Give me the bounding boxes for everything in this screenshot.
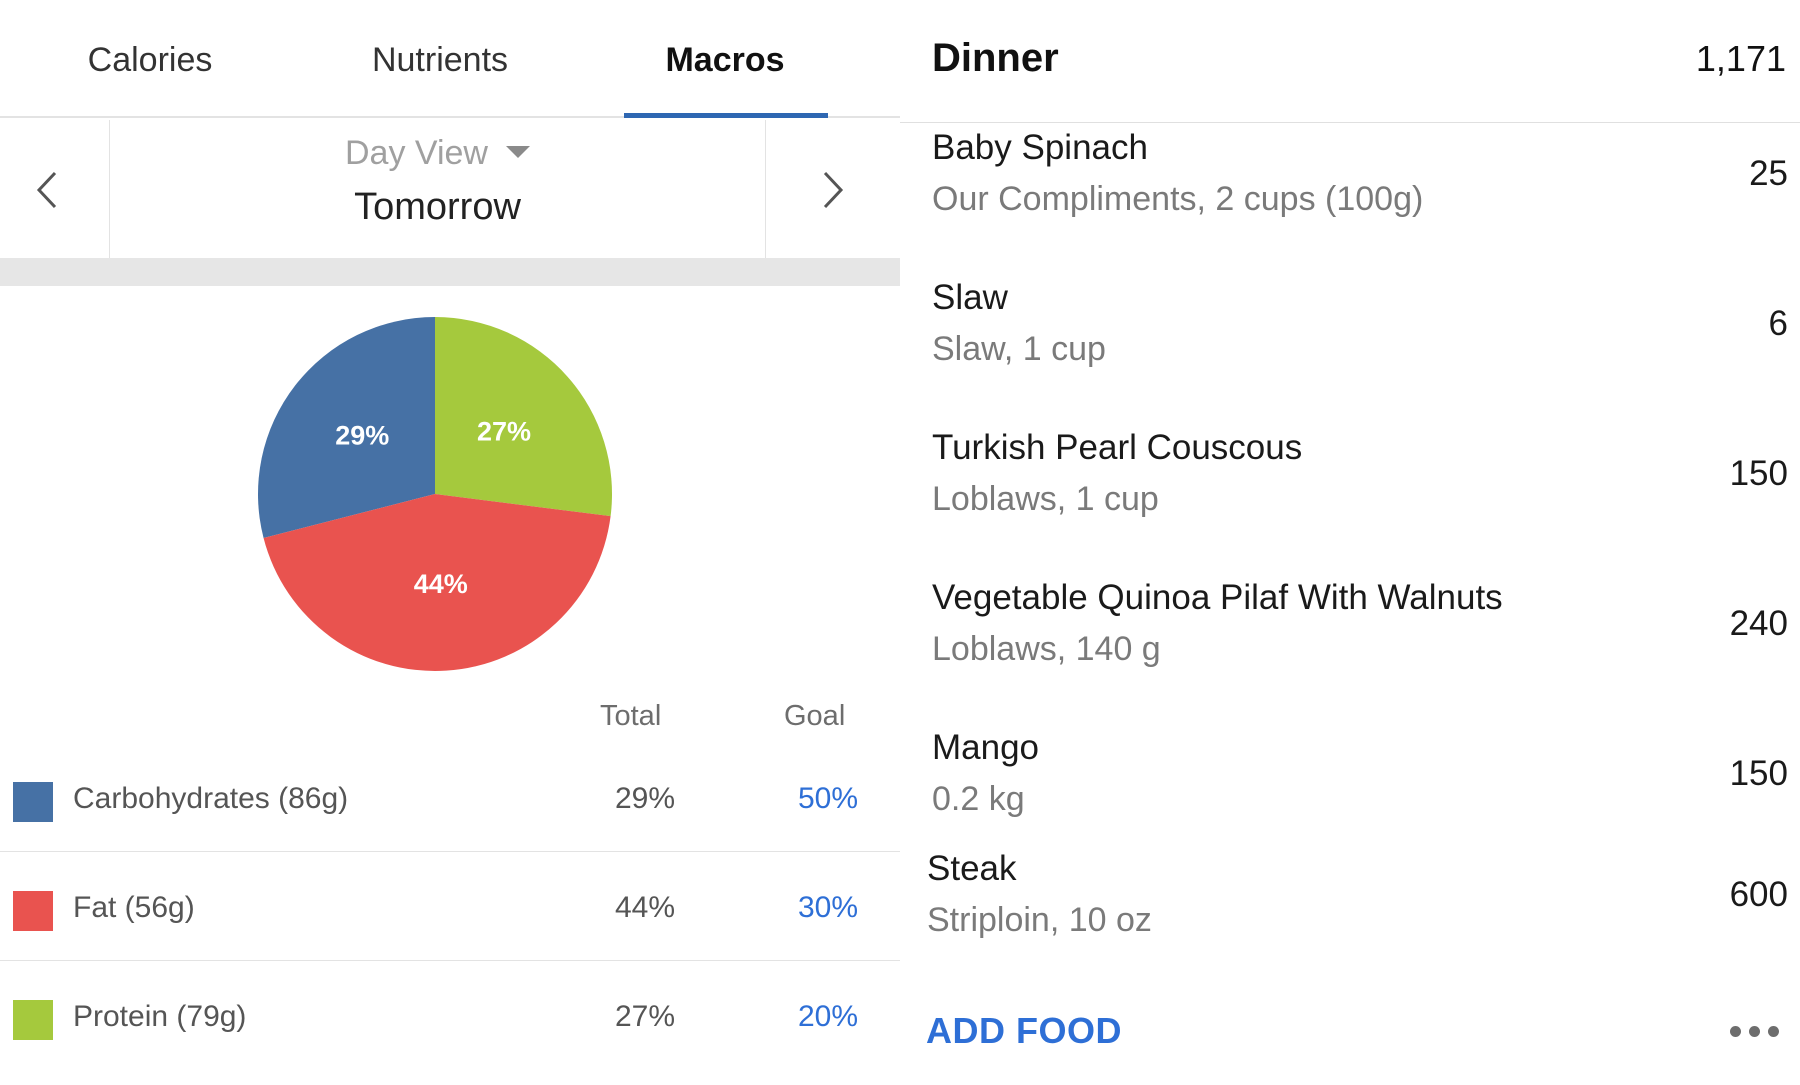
macro-row-fat: Fat (56g) 44% 30%	[0, 853, 900, 961]
macro-goal[interactable]: 30%	[798, 891, 859, 924]
total-column-header: Total	[600, 700, 662, 732]
fat-swatch	[13, 891, 53, 931]
food-calories: 6	[1768, 304, 1788, 343]
macro-row-protein: Protein (79g) 27% 20%	[0, 962, 900, 1070]
meal-header: Dinner 1,171	[900, 0, 1800, 123]
day-selector-center: Day View Tomorrow	[111, 120, 764, 258]
food-name: Vegetable Quinoa Pilaf With Walnuts	[932, 578, 1503, 617]
pie-label-fat: 44%	[414, 569, 468, 599]
food-item[interactable]: Turkish Pearl Couscous Loblaws, 1 cup 15…	[900, 428, 1800, 578]
tab-macros[interactable]: Macros	[665, 41, 785, 79]
pie-slice-protein	[435, 317, 612, 517]
macro-name: Protein (79g)	[73, 1000, 247, 1033]
food-calories: 25	[1749, 154, 1788, 193]
previous-day-button[interactable]	[0, 120, 110, 258]
macro-goal[interactable]: 20%	[798, 1000, 859, 1033]
pie-slice-carbohydrates	[258, 317, 435, 539]
macro-total: 44%	[615, 891, 676, 924]
chevron-left-icon	[36, 171, 57, 209]
next-day-button[interactable]	[765, 120, 900, 258]
food-item[interactable]: Mango 0.2 kg 150	[900, 728, 1800, 878]
macros-panel: Calories Nutrients Macros Day View Tomor…	[0, 0, 900, 1070]
pie-label-protein: 27%	[477, 416, 531, 446]
active-tab-indicator	[624, 113, 828, 118]
food-name: Baby Spinach	[932, 128, 1148, 167]
food-name: Steak	[927, 849, 1017, 888]
day-view-label: Day View	[345, 134, 488, 172]
selected-date: Tomorrow	[354, 186, 521, 228]
food-calories: 240	[1729, 604, 1788, 643]
meal-total-calories: 1,171	[1695, 38, 1786, 79]
protein-swatch	[13, 1000, 53, 1040]
section-divider	[0, 258, 900, 286]
food-description: Loblaws, 1 cup	[932, 480, 1159, 518]
macro-goal[interactable]: 50%	[798, 782, 859, 815]
food-item[interactable]: Vegetable Quinoa Pilaf With Walnuts Lobl…	[900, 578, 1800, 728]
food-description: Striploin, 10 oz	[927, 901, 1152, 939]
macro-name: Carbohydrates (86g)	[73, 782, 349, 815]
meal-panel: Dinner 1,171 Baby Spinach Our Compliment…	[900, 0, 1800, 1085]
food-item[interactable]: Baby Spinach Our Compliments, 2 cups (10…	[900, 128, 1800, 278]
food-name: Turkish Pearl Couscous	[932, 428, 1303, 467]
pie-label-carbohydrates: 29%	[335, 421, 389, 451]
pie-slice-fat	[263, 494, 611, 671]
food-calories: 150	[1729, 454, 1788, 493]
food-item[interactable]: Steak Striploin, 10 oz 600	[895, 849, 1795, 999]
macros-pie-chart: 29% 27% 44%	[258, 317, 612, 671]
food-item[interactable]: Slaw Slaw, 1 cup 6	[900, 278, 1800, 428]
macro-name: Fat (56g)	[73, 891, 195, 924]
macro-total: 29%	[615, 782, 676, 815]
macro-row-carbohydrates: Carbohydrates (86g) 29% 50%	[0, 744, 900, 852]
tab-calories[interactable]: Calories	[87, 41, 213, 79]
tab-nutrients[interactable]: Nutrients	[371, 41, 509, 79]
more-horizontal-icon[interactable]	[1730, 1020, 1780, 1040]
food-description: 0.2 kg	[932, 780, 1025, 818]
caret-down-icon	[506, 146, 530, 159]
food-calories: 150	[1729, 754, 1788, 793]
food-description: Slaw, 1 cup	[932, 330, 1106, 368]
food-description: Our Compliments, 2 cups (100g)	[932, 180, 1424, 218]
carbohydrates-swatch	[13, 782, 53, 822]
day-selector: Day View Tomorrow	[0, 120, 900, 258]
add-food-button[interactable]: ADD FOOD	[926, 1010, 1122, 1051]
meal-title: Dinner	[932, 36, 1059, 80]
chevron-right-icon	[823, 171, 844, 209]
food-calories: 600	[1729, 875, 1788, 914]
day-view-dropdown[interactable]: Day View	[111, 134, 764, 173]
macro-total: 27%	[615, 1000, 676, 1033]
tab-bar: Calories Nutrients Macros	[0, 0, 900, 118]
food-name: Mango	[932, 728, 1040, 767]
goal-column-header: Goal	[784, 700, 846, 732]
food-name: Slaw	[932, 278, 1008, 317]
food-description: Loblaws, 140 g	[932, 630, 1161, 668]
